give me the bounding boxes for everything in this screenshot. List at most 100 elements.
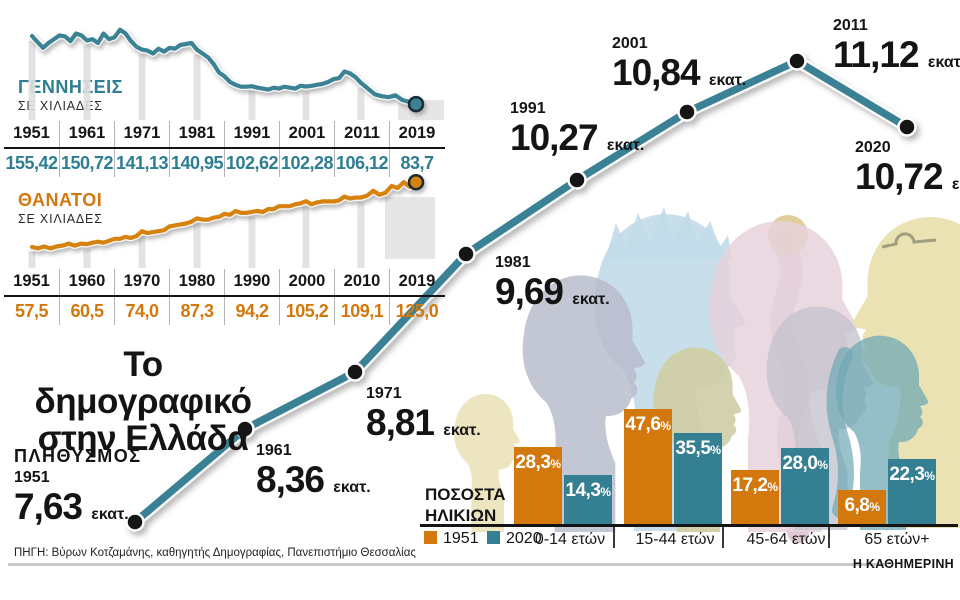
population-point-year: 1991 xyxy=(510,100,546,117)
births-table-year-cell: 1971 xyxy=(114,121,169,147)
births-svg-drop-line xyxy=(28,41,36,120)
legend-label-1951: 1951 xyxy=(443,530,479,547)
births-svg-drop-line xyxy=(138,54,146,120)
deaths-table-value-cell: 109,1 xyxy=(334,297,389,325)
population-point-unit: εκατ. xyxy=(333,479,371,496)
deaths-table-year-cell: 2000 xyxy=(279,269,334,295)
publisher-logo: Η ΚΑΘΗΜΕΡΙΝΗ xyxy=(852,557,954,571)
population-point-label: 1971 8,81 εκατ. xyxy=(366,385,481,442)
bar-value-label: 47,6% xyxy=(625,413,671,435)
deaths-table: 1951 1960 1970 1980 1990 2000 2010 2019 57,5 60,5… xyxy=(4,269,445,325)
population-point-unit: εκατ. xyxy=(606,137,645,154)
page-title-line1: Το δημογραφικό xyxy=(34,345,252,422)
category-divider xyxy=(613,527,615,548)
deaths-table-year-cell: 2019 xyxy=(389,269,444,295)
births-table-year-cell: 2011 xyxy=(334,121,389,147)
percent-sign: % xyxy=(550,457,561,472)
legend-swatch-2020 xyxy=(487,531,500,544)
births-table-value-cell: 150,72 xyxy=(59,149,114,177)
births-table-year-cell: 1951 xyxy=(13,124,50,142)
population-point-label: 1951 7,63 εκατ. xyxy=(14,469,129,526)
population-point-label: 2020 10,72 εκατ. xyxy=(855,140,960,196)
percent-sign: % xyxy=(600,485,611,500)
population-point-label: 1961 8,36 εκατ. xyxy=(256,443,371,500)
births-table-value-cell: 155,42 xyxy=(5,153,58,173)
bar-2020-0-14 ετών: 14,3% xyxy=(564,475,612,526)
population-point-label: 1991 10,27 εκατ. xyxy=(510,100,645,157)
population-dot xyxy=(787,51,807,71)
births-sublabel: ΣΕ ΧΙΛΙΑΔΕΣ xyxy=(18,99,103,113)
population-dot xyxy=(345,362,365,382)
category-label: 15-44 ετών xyxy=(635,531,715,548)
births-table-value-cell: 102,62 xyxy=(224,149,279,177)
population-point-year: 2011 xyxy=(833,17,868,34)
category-label: 45-64 ετών xyxy=(746,531,826,548)
population-dot xyxy=(677,102,697,122)
page-title: Το δημογραφικό στην Ελλάδα xyxy=(24,346,262,457)
percent-sign: % xyxy=(817,458,828,472)
bar-1951-65 ετών+: 6,8% xyxy=(838,490,886,526)
deaths-svg-drop-line xyxy=(28,252,36,268)
deaths-svg-drop-line xyxy=(83,249,91,268)
bar-1951-15-44 ετών: 47,6% xyxy=(624,408,672,526)
category-label: 0-14 ετών xyxy=(534,531,606,548)
population-point-unit: εκατ. xyxy=(91,506,129,523)
population-point-year: 1971 xyxy=(366,385,402,402)
deaths-table-value-cell: 57,5 xyxy=(14,301,49,321)
deaths-svg-drop-line xyxy=(302,206,310,268)
population-point-value: 10,84 εκατ. xyxy=(612,52,747,93)
bar-value-label: 28,3% xyxy=(515,452,561,474)
deaths-table-value-cell: 125,0 xyxy=(389,297,444,325)
bar-1951-45-64 ετών: 17,2% xyxy=(731,469,779,526)
bar-value-label: 17,2% xyxy=(732,474,778,496)
deaths-table-year-row: 1951 1960 1970 1980 1990 2000 2010 2019 xyxy=(4,269,445,295)
population-point-label: 2011 11,12 εκατ. xyxy=(833,17,960,74)
population-point-year: 1951 xyxy=(14,469,50,486)
deaths-label: ΘΑΝΑΤΟΙ xyxy=(18,190,103,210)
population-point-unit: εκατ. xyxy=(572,291,610,308)
bar-value-label: 14,3% xyxy=(565,480,611,502)
births-svg-drop-line xyxy=(83,45,91,120)
births-table-year-cell: 2001 xyxy=(279,121,334,147)
category-divider xyxy=(722,527,724,548)
deaths-svg-drop-line xyxy=(357,202,365,268)
population-point-unit: εκατ. xyxy=(927,54,960,71)
births-table-year-cell: 2019 xyxy=(389,121,444,147)
population-point-value: 8,36 εκατ. xyxy=(256,459,371,500)
births-table-year-cell: 1991 xyxy=(224,121,279,147)
births-svg-drop-line xyxy=(302,91,310,120)
bar-value-label: 22,3% xyxy=(889,464,935,486)
deaths-table-year-cell: 1951 xyxy=(13,272,50,290)
population-label: ΠΛΗΘΥΣΜΟΣ xyxy=(14,446,142,466)
legend-label-2020: 2020 xyxy=(506,530,542,547)
page-title-line2: στην Ελλάδα xyxy=(37,419,249,459)
deaths-table-value-cell: 94,2 xyxy=(224,297,279,325)
percent-sign: % xyxy=(924,469,935,484)
percent-sign: % xyxy=(710,443,721,457)
bar-value-label: 28,0% xyxy=(782,453,828,474)
deaths-svg-end-marker xyxy=(407,173,425,191)
population-dot xyxy=(897,117,917,137)
footer-divider xyxy=(8,563,886,566)
bar-value-label: 35,5% xyxy=(675,438,721,459)
deaths-sublabel: ΣΕ ΧΙΛΙΑΔΕΣ xyxy=(18,212,103,226)
births-svg-drop-line xyxy=(193,54,201,120)
population-point-unit: εκατ. xyxy=(708,72,747,89)
population-point-label: 1981 9,69 εκατ. xyxy=(495,255,610,311)
deaths-table-value-cell: 60,5 xyxy=(59,297,114,325)
bar-value-label: 6,8% xyxy=(844,495,880,517)
births-table-year-cell: 1961 xyxy=(59,121,114,147)
births-table-value-cell: 140,95 xyxy=(169,149,224,177)
births-table-value-cell: 141,13 xyxy=(114,149,169,177)
category-label: 65 ετών+ xyxy=(864,531,930,548)
births-table-value-cell: 106,12 xyxy=(334,149,389,177)
percent-sign: % xyxy=(869,500,880,515)
births-table-year-row: 1951 1961 1971 1981 1991 2001 2011 2019 xyxy=(4,121,445,147)
deaths-svg-drop-line xyxy=(138,236,146,268)
bar-2020-15-44 ετών: 35,5% xyxy=(674,433,722,526)
births-table-value-cell: 102,28 xyxy=(279,149,334,177)
ages-chart-title: ΠΟΣΟΣΤΑ ΗΛΙΚΙΩΝ xyxy=(425,484,506,527)
births-line-chart xyxy=(28,26,444,120)
population-dot xyxy=(125,512,145,532)
